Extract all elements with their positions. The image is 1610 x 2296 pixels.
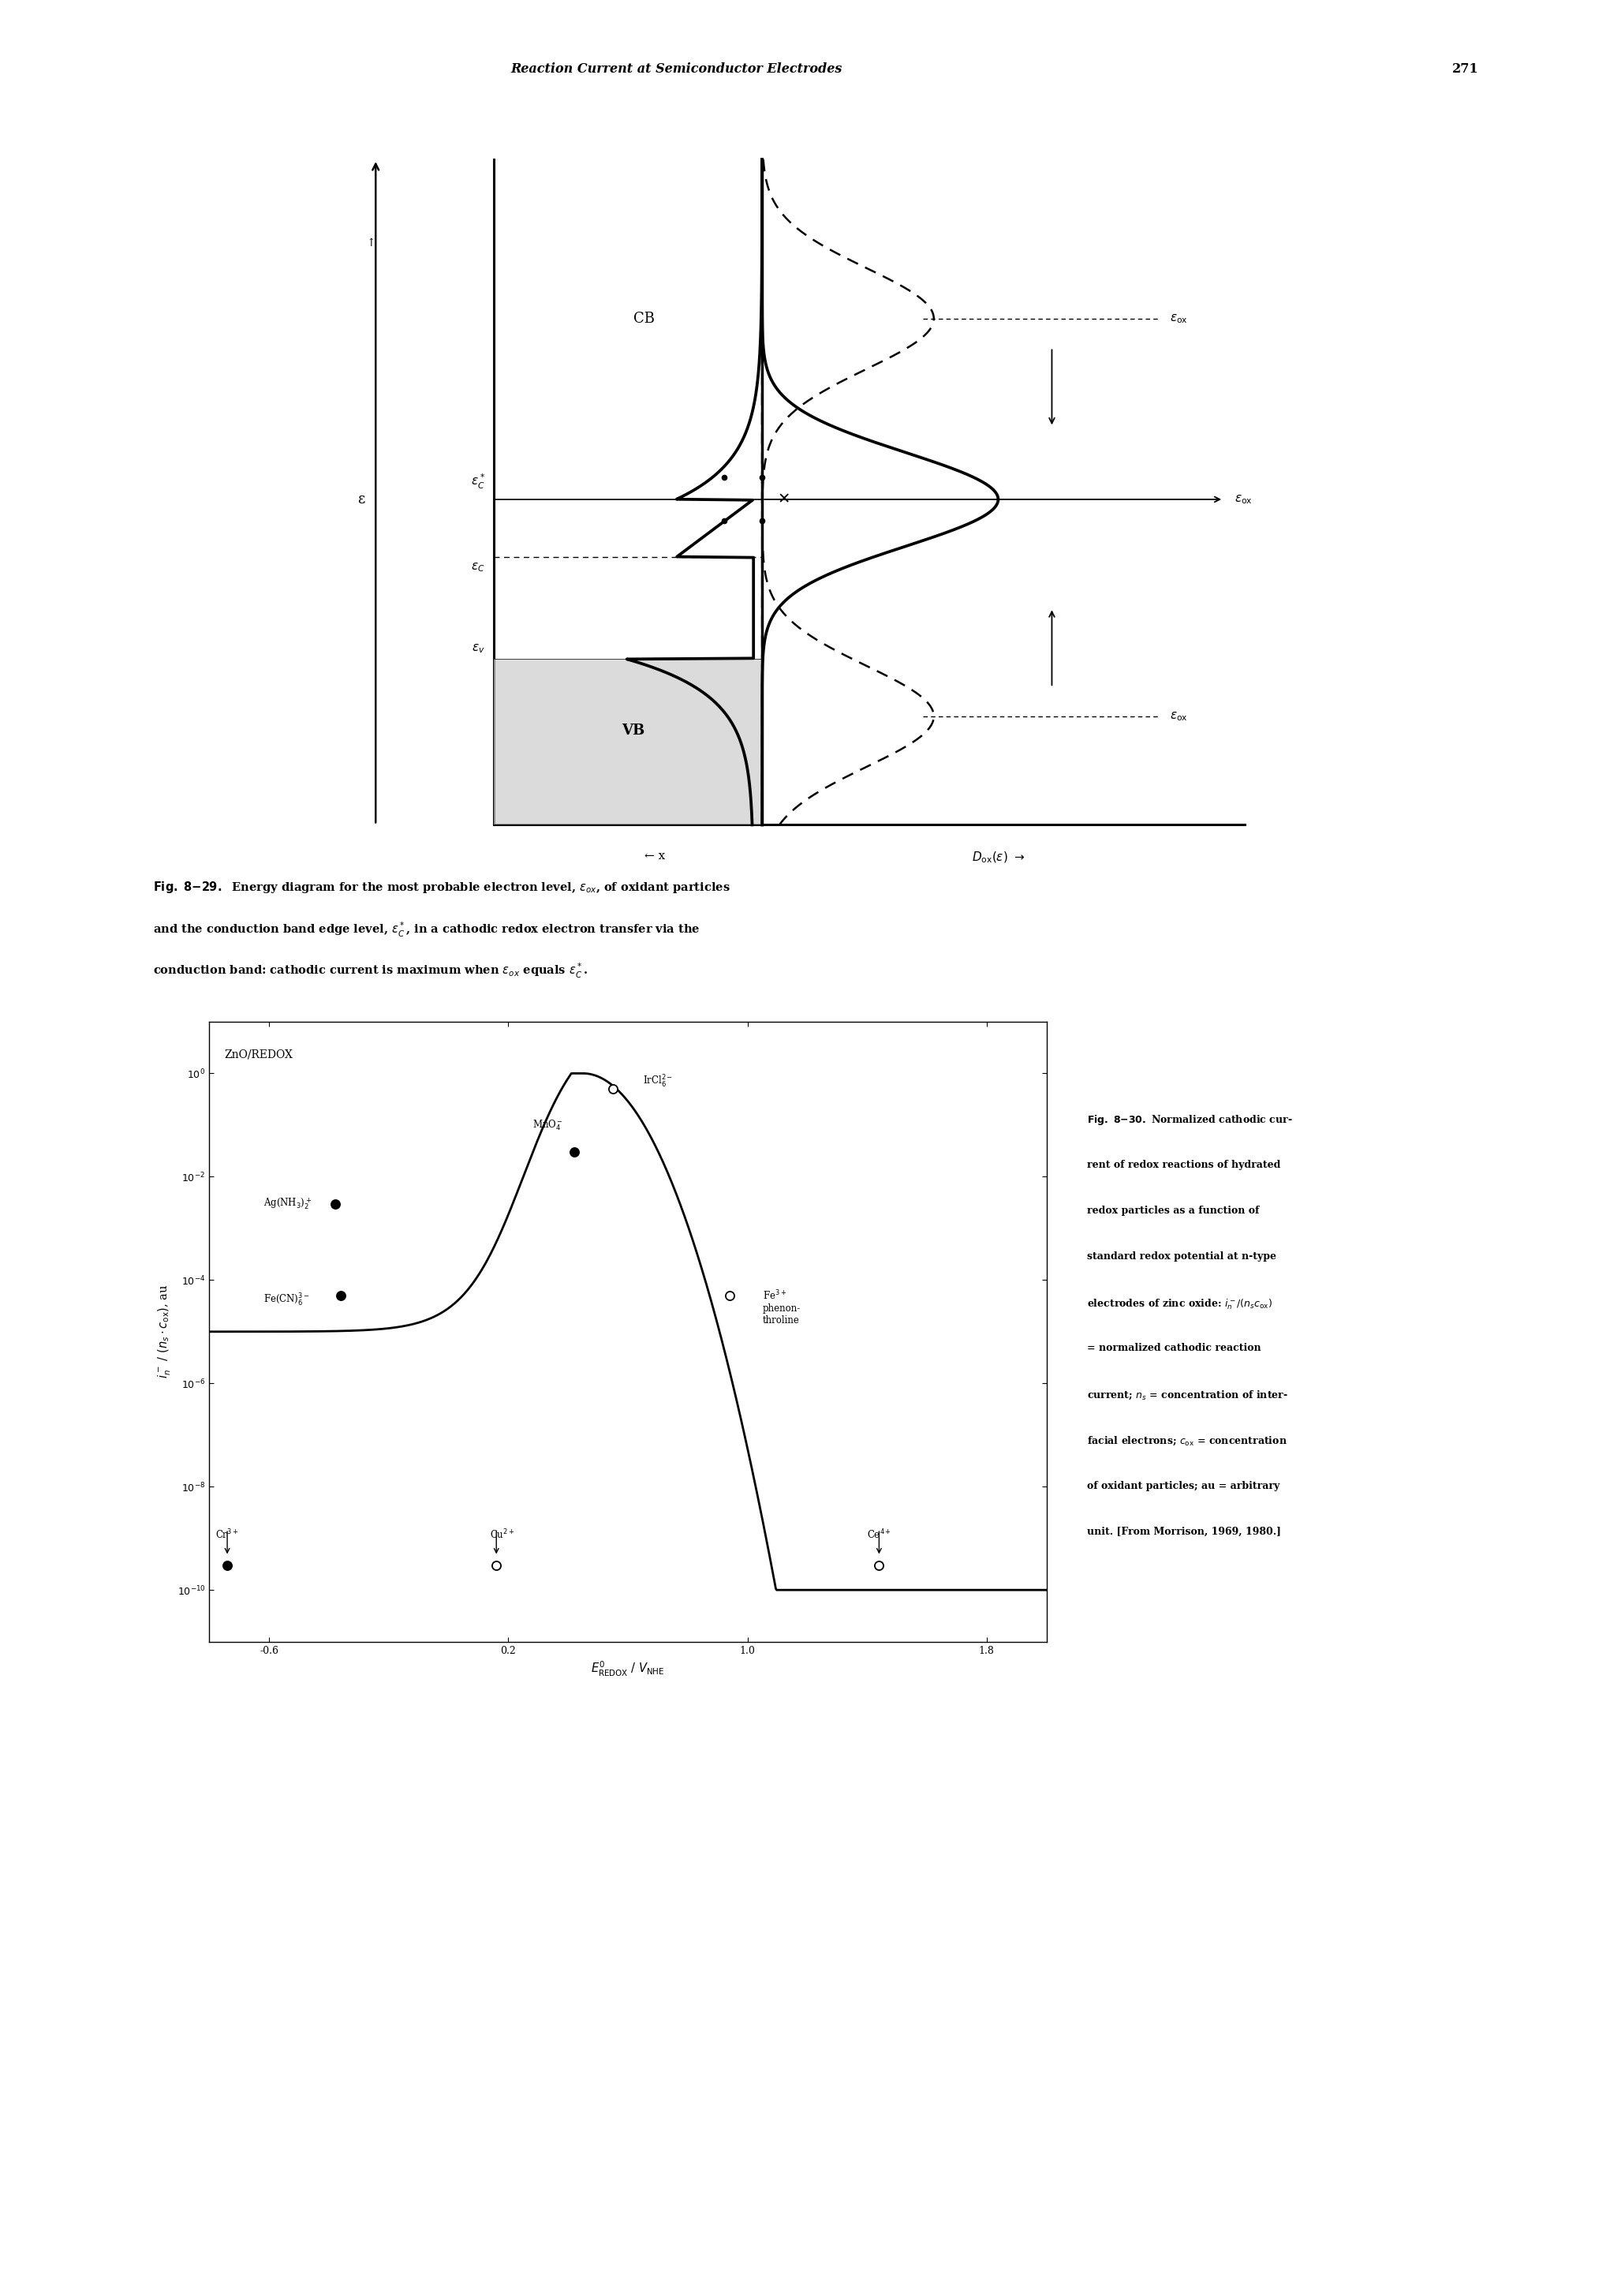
Text: Reaction Current at Semiconductor Electrodes: Reaction Current at Semiconductor Electr… <box>510 62 842 76</box>
Text: = normalized cathodic reaction: = normalized cathodic reaction <box>1087 1343 1261 1352</box>
Text: $\varepsilon_C$: $\varepsilon_C$ <box>472 560 485 574</box>
Text: $\varepsilon_{\rm ox}$: $\varepsilon_{\rm ox}$ <box>1170 709 1188 723</box>
Text: Cr$^{3+}$: Cr$^{3+}$ <box>216 1527 238 1541</box>
Polygon shape <box>494 659 762 824</box>
X-axis label: $E^0_{\rm REDOX}\ /\ V_{\rm NHE}$: $E^0_{\rm REDOX}\ /\ V_{\rm NHE}$ <box>591 1660 665 1678</box>
Text: VB: VB <box>621 723 644 737</box>
Text: of oxidant particles; au = arbitrary: of oxidant particles; au = arbitrary <box>1087 1481 1280 1490</box>
Text: redox particles as a function of: redox particles as a function of <box>1087 1205 1259 1215</box>
Text: Cu$^{2+}$: Cu$^{2+}$ <box>489 1527 515 1541</box>
Text: IrCl$_6^{2-}$: IrCl$_6^{2-}$ <box>642 1075 673 1088</box>
Text: $\varepsilon_C^*$: $\varepsilon_C^*$ <box>470 473 485 491</box>
Text: Ce$^{4+}$: Ce$^{4+}$ <box>866 1527 892 1541</box>
Text: ε: ε <box>357 491 365 507</box>
Text: facial electrons; $c_{\rm ox}$ = concentration: facial electrons; $c_{\rm ox}$ = concent… <box>1087 1435 1286 1446</box>
Text: $\varepsilon_{\rm ox}$: $\varepsilon_{\rm ox}$ <box>1235 494 1253 505</box>
Y-axis label: $i_n^-\ /\ (n_s \cdot c_{\rm ox})$, au: $i_n^-\ /\ (n_s \cdot c_{\rm ox})$, au <box>156 1286 172 1378</box>
Text: standard redox potential at n-type: standard redox potential at n-type <box>1087 1251 1277 1261</box>
Text: current; $n_s$ = concentration of inter-: current; $n_s$ = concentration of inter- <box>1087 1389 1288 1401</box>
Text: $\bf{Fig.\ 8{-}30.}$ Normalized cathodic cur-: $\bf{Fig.\ 8{-}30.}$ Normalized cathodic… <box>1087 1114 1293 1127</box>
Text: ← x: ← x <box>644 850 665 861</box>
Text: ✕: ✕ <box>778 491 791 507</box>
Text: Fe(CN)$_6^{3-}$: Fe(CN)$_6^{3-}$ <box>262 1293 309 1309</box>
Text: 271: 271 <box>1452 62 1478 76</box>
Text: $\varepsilon_v$: $\varepsilon_v$ <box>472 643 485 654</box>
Text: electrodes of zinc oxide: $i_n^-/(n_s c_{\rm ox})$: electrodes of zinc oxide: $i_n^-/(n_s c_… <box>1087 1297 1272 1311</box>
Text: and the conduction band edge level, $\varepsilon_C^*$, in a cathodic redox elect: and the conduction band edge level, $\va… <box>153 921 700 939</box>
Text: conduction band: cathodic current is maximum when $\varepsilon_{ox}$ equals $\va: conduction band: cathodic current is max… <box>153 962 588 980</box>
Text: rent of redox reactions of hydrated: rent of redox reactions of hydrated <box>1087 1159 1280 1169</box>
Text: $D_{\rm ox}(\varepsilon)\ \rightarrow$: $D_{\rm ox}(\varepsilon)\ \rightarrow$ <box>972 850 1024 866</box>
Text: unit. [From Morrison, 1969, 1980.]: unit. [From Morrison, 1969, 1980.] <box>1087 1527 1282 1536</box>
Text: CB: CB <box>633 312 655 326</box>
Text: $\bf{Fig.\ 8{-}29.}$  Energy diagram for the most probable electron level, $\var: $\bf{Fig.\ 8{-}29.}$ Energy diagram for … <box>153 879 731 895</box>
Text: ZnO/REDOX: ZnO/REDOX <box>224 1049 293 1061</box>
Text: $\varepsilon_{\rm ox}$: $\varepsilon_{\rm ox}$ <box>1170 312 1188 324</box>
Text: MnO$_4^-$: MnO$_4^-$ <box>533 1118 563 1132</box>
Text: Ag(NH$_3$)$_2^+$: Ag(NH$_3$)$_2^+$ <box>262 1196 311 1210</box>
Text: Fe$^{3+}$
phenon-
throline: Fe$^{3+}$ phenon- throline <box>763 1288 800 1325</box>
Text: ↑: ↑ <box>365 236 375 248</box>
